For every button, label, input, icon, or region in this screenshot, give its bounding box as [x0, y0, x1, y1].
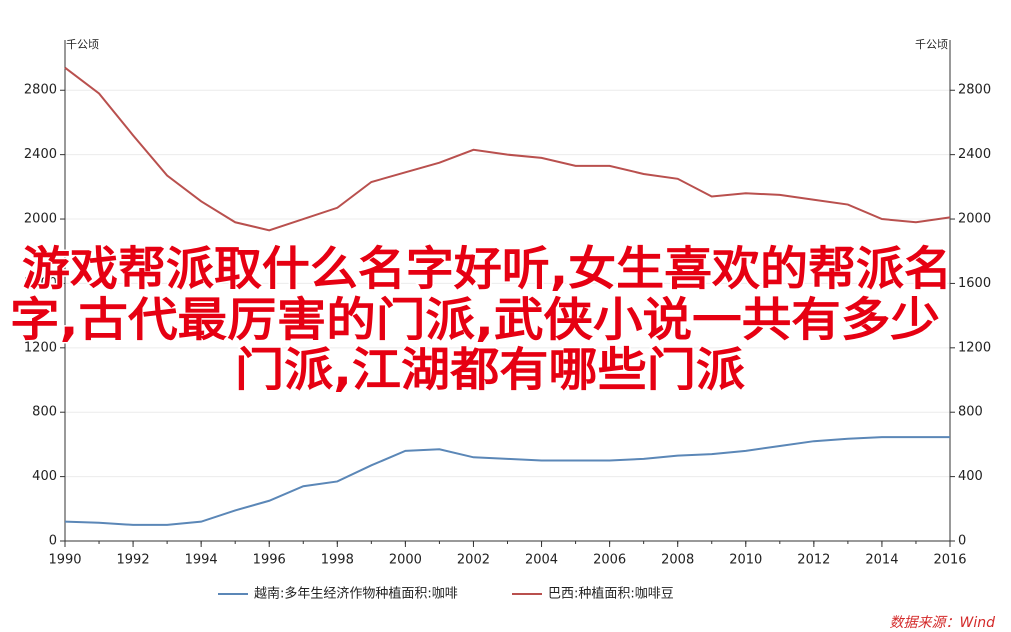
y2-tick-label: 1200: [958, 340, 991, 355]
legend-label: 巴西:种植面积:咖啡豆: [548, 587, 674, 602]
x-tick-label: 2002: [457, 553, 490, 568]
y2-tick-label: 0: [958, 534, 966, 549]
y-tick-label: 400: [32, 469, 57, 484]
y-tick-label: 2800: [24, 83, 57, 98]
y-tick-label: 2000: [24, 212, 57, 227]
x-tick-label: 2016: [933, 553, 966, 568]
overlay-text: 游戏帮派取什么名字好听,女生喜欢的帮派名: [22, 242, 952, 296]
y-tick-label: 1600: [24, 276, 57, 291]
left-unit: 千公顷: [66, 38, 99, 51]
x-tick-label: 2000: [389, 553, 422, 568]
y2-tick-label: 800: [958, 405, 983, 420]
overlay-text: 字,古代最厉害的门派,武侠小说一共有多少: [10, 293, 940, 347]
y-tick-label: 800: [32, 405, 57, 420]
x-tick-label: 1998: [321, 553, 354, 568]
x-tick-label: 2008: [661, 553, 694, 568]
x-tick-label: 1990: [48, 553, 81, 568]
y2-tick-label: 1600: [958, 276, 991, 291]
legend-label: 越南:多年生经济作物种植面积:咖啡: [254, 586, 458, 602]
series-line: [64, 66, 951, 232]
y2-tick-label: 2400: [958, 147, 991, 162]
series-line: [64, 436, 950, 526]
y2-tick-label: 400: [958, 469, 983, 484]
y-tick-label: 2400: [24, 147, 57, 162]
y2-tick-label: 2000: [958, 212, 991, 227]
y-tick-label: 0: [49, 534, 57, 549]
x-tick-label: 2010: [729, 553, 762, 568]
y2-tick-label: 2800: [958, 83, 991, 98]
x-tick-label: 1994: [185, 553, 218, 568]
x-tick-label: 2012: [797, 553, 830, 568]
x-tick-label: 2006: [593, 553, 626, 568]
x-tick-label: 1992: [117, 553, 150, 568]
overlay-text: 门派,江湖都有哪些门派: [235, 343, 745, 397]
y-tick-label: 1200: [24, 340, 57, 355]
right-unit: 千公顷: [915, 38, 948, 51]
x-tick-label: 1996: [253, 553, 286, 568]
x-tick-label: 2004: [525, 553, 558, 568]
source: 数据来源：Wind: [890, 615, 996, 631]
x-tick-label: 2014: [865, 553, 898, 568]
